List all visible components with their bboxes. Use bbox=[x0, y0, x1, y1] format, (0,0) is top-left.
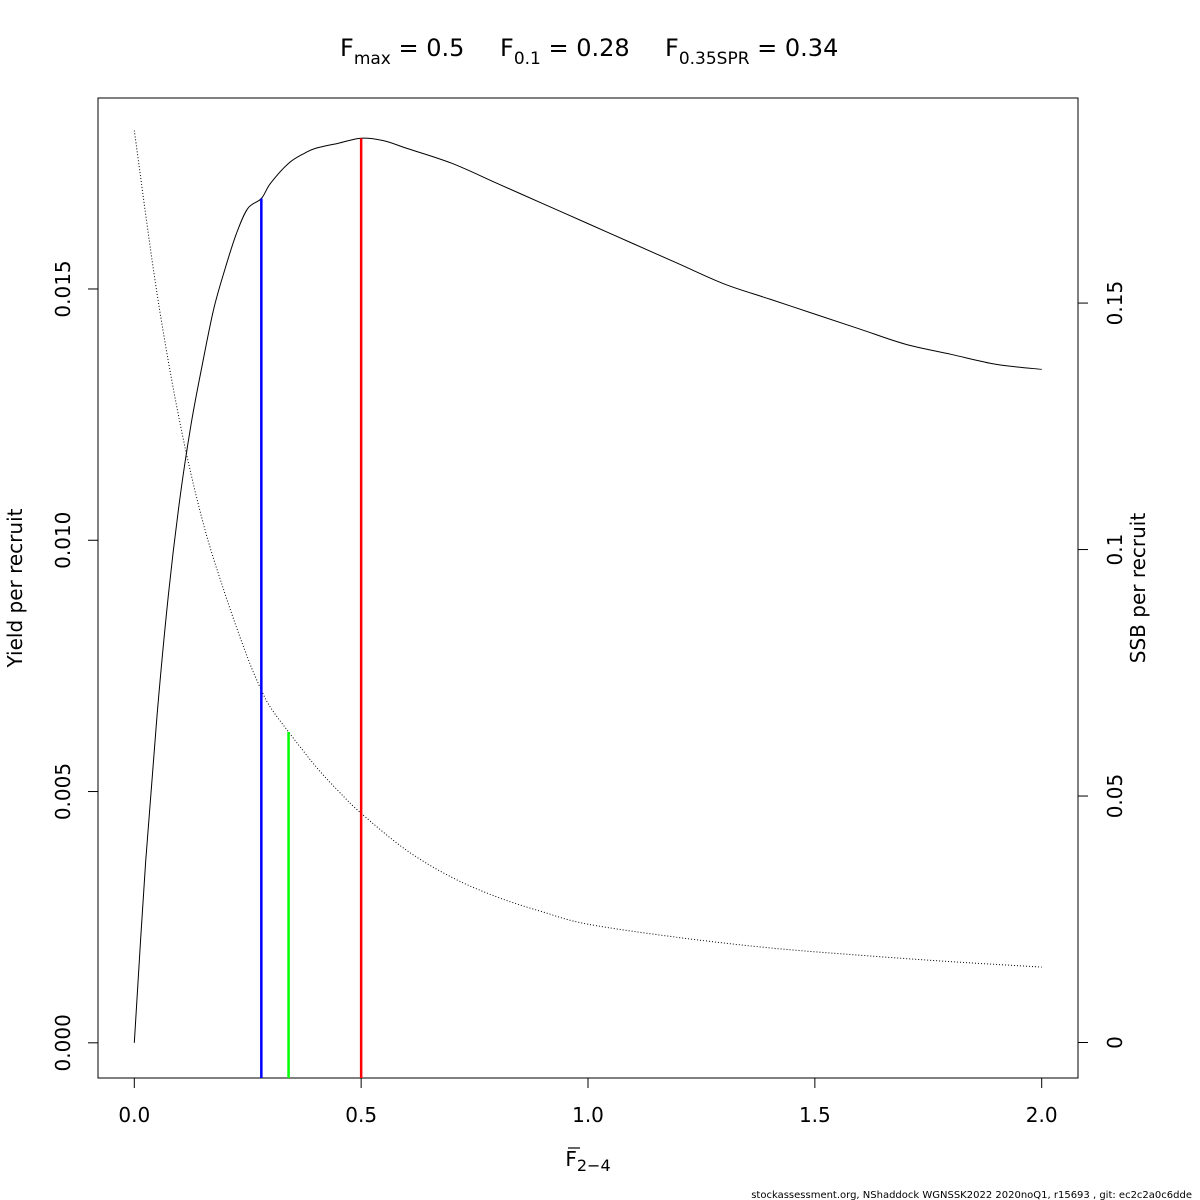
chart-title-fspr: F0.35SPR = 0.34 bbox=[665, 34, 838, 69]
y-axis-right: 0 0.05 0.1 0.15 bbox=[1078, 281, 1127, 1049]
x-tick-label: 1.0 bbox=[572, 1103, 604, 1127]
y-axis-title: Yield per recruit bbox=[3, 508, 27, 668]
y-tick-label: 0.010 bbox=[51, 512, 75, 569]
yield-per-recruit-line bbox=[133, 137, 1042, 1043]
ssb-per-recruit-line bbox=[133, 130, 1042, 968]
x-tick-label: 2.0 bbox=[1026, 1103, 1058, 1127]
y-tick-label: 0.015 bbox=[51, 260, 75, 317]
reference-lines bbox=[260, 138, 363, 1078]
x-tick-label: 0.5 bbox=[345, 1103, 377, 1127]
y2-axis-title: SSB per recruit bbox=[1126, 513, 1150, 664]
y2-tick-label: 0.1 bbox=[1103, 534, 1127, 566]
chart-title-fmax: Fmax = 0.5 bbox=[340, 34, 464, 69]
footer-credit: stockassessment.org, NShaddock WGNSSK202… bbox=[751, 1190, 1192, 1200]
series-group bbox=[133, 130, 1042, 1043]
y2-tick-label: 0.15 bbox=[1103, 281, 1127, 326]
x-tick-label: 1.5 bbox=[799, 1103, 831, 1127]
plot-frame bbox=[97, 97, 1079, 1079]
y-tick-label: 0.005 bbox=[51, 763, 75, 820]
chart-title-f01: F0.1 = 0.28 bbox=[500, 34, 630, 69]
x-axis: 0.0 0.5 1.0 1.5 2.0 bbox=[118, 1078, 1058, 1127]
y-tick-label: 0.000 bbox=[51, 1014, 75, 1071]
x-axis-title: F2−4 bbox=[565, 1147, 610, 1175]
y2-tick-label: 0.05 bbox=[1103, 774, 1127, 819]
y-axis-left: 0.000 0.005 0.010 0.015 bbox=[51, 260, 98, 1071]
x-tick-label: 0.0 bbox=[118, 1103, 150, 1127]
y2-tick-label: 0 bbox=[1103, 1036, 1127, 1049]
